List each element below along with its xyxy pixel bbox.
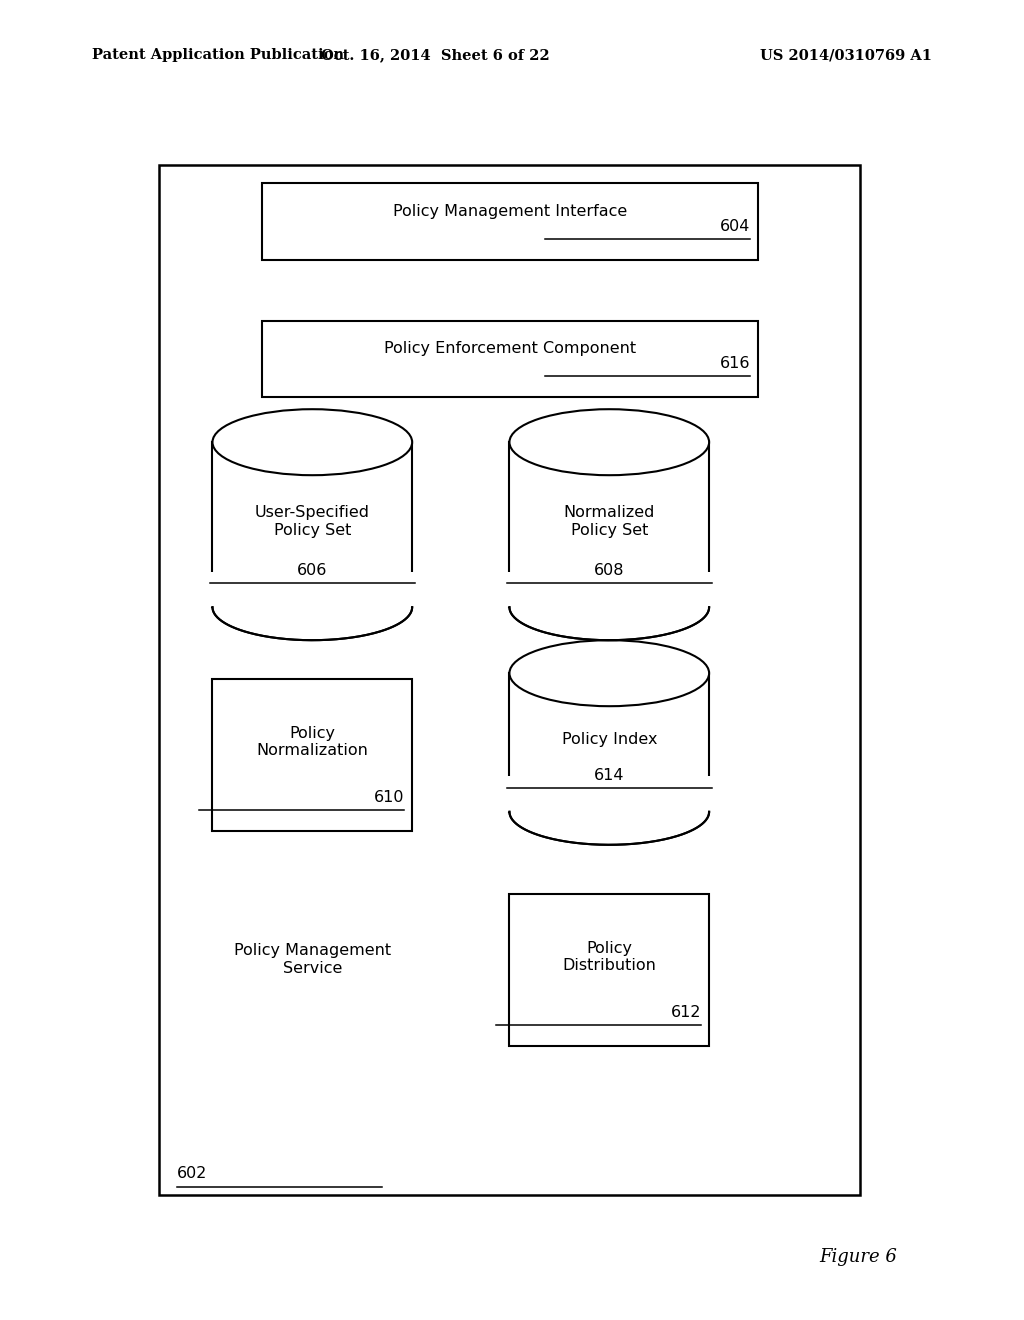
Ellipse shape — [509, 409, 709, 475]
Text: Policy Enforcement Component: Policy Enforcement Component — [384, 341, 636, 356]
Bar — [213, 678, 412, 832]
Bar — [507, 572, 711, 607]
Text: Policy Management Interface: Policy Management Interface — [393, 203, 627, 219]
Text: US 2014/0310769 A1: US 2014/0310769 A1 — [760, 49, 932, 62]
Text: 616: 616 — [720, 356, 750, 371]
Ellipse shape — [213, 409, 412, 475]
Text: 614: 614 — [594, 768, 625, 783]
Bar — [509, 673, 709, 812]
Text: 608: 608 — [594, 564, 625, 578]
Ellipse shape — [509, 640, 709, 706]
Text: Policy
Distribution: Policy Distribution — [562, 941, 656, 973]
Text: Figure 6: Figure 6 — [819, 1247, 897, 1266]
Bar — [262, 321, 758, 397]
Text: 606: 606 — [297, 564, 328, 578]
Bar — [213, 442, 412, 607]
Text: 602: 602 — [177, 1167, 208, 1181]
Text: 610: 610 — [374, 789, 403, 804]
Bar — [509, 442, 709, 607]
Bar — [507, 776, 711, 812]
Text: Policy Management
Service: Policy Management Service — [233, 944, 391, 975]
Bar — [211, 572, 414, 607]
Text: 612: 612 — [671, 1005, 700, 1019]
Text: 604: 604 — [720, 219, 750, 234]
Text: Normalized
Policy Set: Normalized Policy Set — [563, 506, 655, 537]
Bar — [509, 895, 709, 1045]
Bar — [159, 165, 860, 1195]
Text: User-Specified
Policy Set: User-Specified Policy Set — [255, 506, 370, 537]
Text: Oct. 16, 2014  Sheet 6 of 22: Oct. 16, 2014 Sheet 6 of 22 — [321, 49, 550, 62]
Text: Policy Index: Policy Index — [561, 731, 657, 747]
Text: Patent Application Publication: Patent Application Publication — [92, 49, 344, 62]
Bar — [262, 183, 758, 260]
Text: Policy
Normalization: Policy Normalization — [256, 726, 369, 758]
